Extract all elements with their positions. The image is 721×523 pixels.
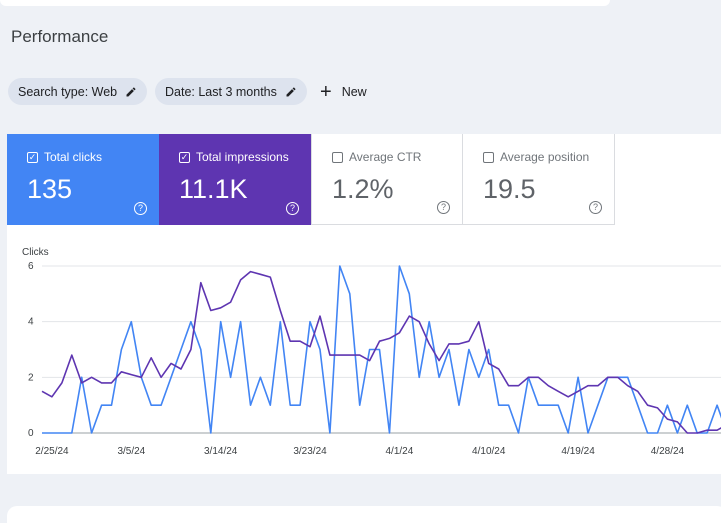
series-line-total-impressions <box>41 270 721 434</box>
metric-label: Total clicks <box>44 150 103 164</box>
y-tick-label: 0 <box>28 428 34 439</box>
series-line-total-clicks <box>42 265 721 434</box>
checkbox-icon[interactable]: ✓ <box>27 151 38 163</box>
metric-label: Total impressions <box>196 150 289 164</box>
page-title: Performance <box>11 27 109 46</box>
pencil-icon <box>126 86 136 96</box>
metric-value: 1.2% <box>332 174 394 204</box>
metric-card-average-position[interactable]: Average position 19.5 ? <box>463 134 615 225</box>
top-card-edge <box>0 0 610 6</box>
x-tick-label: 3/23/24 <box>293 446 327 457</box>
x-tick-label: 3/5/24 <box>117 446 145 457</box>
x-tick-label: 3/14/24 <box>204 446 238 457</box>
search-type-filter-chip[interactable]: Search type: Web <box>8 78 148 105</box>
new-filter-label: New <box>341 84 367 99</box>
help-icon[interactable]: ? <box>286 202 299 215</box>
x-tick-label: 4/10/24 <box>472 446 506 457</box>
x-tick-label: 2/25/24 <box>35 446 69 457</box>
help-icon[interactable]: ? <box>589 201 602 214</box>
help-icon[interactable]: ? <box>134 202 147 215</box>
x-tick-label: 4/1/24 <box>385 446 413 457</box>
date-filter-label: Date: Last 3 months <box>165 84 277 99</box>
metric-value: 11.1K <box>179 174 248 204</box>
x-tick-label: 4/19/24 <box>561 446 595 457</box>
y-tick-label: 6 <box>28 261 34 272</box>
metric-card-total-impressions[interactable]: ✓ Total impressions 11.1K ? <box>159 134 311 225</box>
checkbox-icon[interactable] <box>483 151 494 163</box>
metric-value: 135 <box>27 174 73 204</box>
bottom-card <box>7 506 721 523</box>
metric-label: Average position <box>500 150 590 164</box>
date-filter-chip[interactable]: Date: Last 3 months <box>155 78 307 105</box>
y-axis-label: Clicks <box>22 247 49 258</box>
pencil-icon <box>286 86 296 96</box>
checkbox-icon[interactable] <box>332 151 343 163</box>
search-type-filter-label: Search type: Web <box>18 84 118 99</box>
metric-card-total-clicks[interactable]: ✓ Total clicks 135 ? <box>7 134 159 225</box>
performance-panel: ✓ Total clicks 135 ? ✓ Total impressions… <box>7 134 721 474</box>
performance-chart[interactable]: Clicks 0 2 4 6 2/25/24 3/5/24 3/14/24 3/23/24 4… <box>7 225 721 474</box>
checkbox-icon[interactable]: ✓ <box>179 151 190 163</box>
metric-label: Average CTR <box>349 150 422 164</box>
metric-value: 19.5 <box>483 174 536 204</box>
y-tick-label: 2 <box>28 372 34 383</box>
x-tick-label: 4/28/24 <box>651 446 685 457</box>
new-filter-button[interactable]: + New <box>320 78 367 105</box>
metric-card-average-ctr[interactable]: Average CTR 1.2% ? <box>311 134 463 225</box>
help-icon[interactable]: ? <box>437 201 450 214</box>
plus-icon: + <box>320 80 332 103</box>
y-tick-label: 4 <box>28 317 34 328</box>
